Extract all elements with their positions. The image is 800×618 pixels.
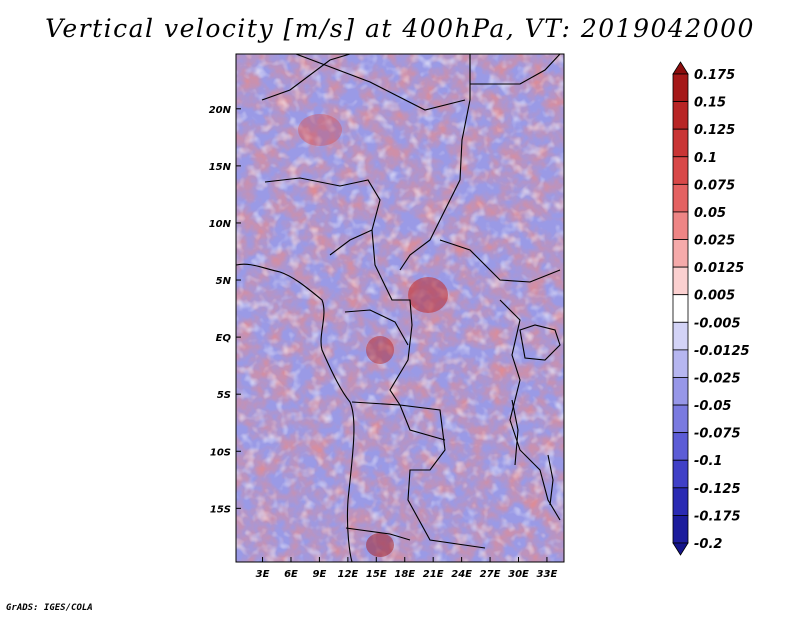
- y-tick-label: 20N: [209, 105, 232, 116]
- lake-malawi: [547, 454, 554, 506]
- colorbar-label: -0.1: [694, 454, 722, 469]
- colorbar-label: 0.0125: [694, 261, 744, 276]
- colorbar-box: [672, 321, 689, 351]
- border-congo: [344, 309, 409, 346]
- chart-title: Vertical velocity [m/s] at 400hPa, VT: 2…: [45, 14, 755, 43]
- lake-victoria: [519, 324, 561, 361]
- border-libya: [295, 54, 466, 111]
- colorbar-label: -0.005: [694, 316, 741, 331]
- colorbar-label: 0.1: [694, 151, 717, 166]
- core-sahara: [298, 114, 342, 146]
- colorbar-top-triangle: [672, 61, 689, 75]
- x-tick-label: 27E: [480, 569, 501, 580]
- colorbar-label: -0.05: [694, 399, 731, 414]
- y-tick-label: 5N: [216, 276, 232, 287]
- core-central-africa: [408, 277, 448, 313]
- y-tick-label: EQ: [216, 333, 232, 344]
- colorbar-box: [672, 349, 689, 378]
- plot-frame: [235, 53, 565, 563]
- border-algeria: [261, 54, 351, 101]
- colorbar-label: 0.005: [694, 289, 735, 304]
- colorbar-box: [672, 101, 689, 130]
- colorbar: 0.175 0.15 0.125 0.1 0.075 0.05 0.025 0.0125 0.0…: [672, 61, 750, 556]
- border-sudan: [399, 54, 471, 271]
- x-axis: 3E 6E 9E 12E 15E 18E 21E 24E 27E 30E 33E: [256, 557, 558, 580]
- y-tick-label: 5S: [217, 390, 231, 401]
- colorbar-box: [672, 239, 689, 268]
- colorbar-label: -0.175: [694, 509, 741, 524]
- plot-area: [236, 54, 564, 562]
- border-egypt: [470, 54, 561, 85]
- border-namibia: [345, 527, 411, 541]
- x-tick-label: 21E: [423, 569, 444, 580]
- colorbar-box: [672, 515, 689, 544]
- colorbar-box: [672, 73, 689, 102]
- colorbar-label: -0.2: [694, 537, 722, 552]
- border-east: [499, 299, 561, 521]
- y-tick-label: 10N: [209, 219, 232, 230]
- x-tick-label: 30E: [508, 569, 529, 580]
- colorbar-box: [672, 183, 689, 213]
- coastline-west: [236, 263, 355, 562]
- x-tick-label: 6E: [284, 569, 298, 580]
- colorbar-box: [672, 487, 689, 516]
- colorbar-box: [672, 128, 689, 158]
- colorbar-box: [672, 377, 689, 406]
- colorbar-label: -0.025: [694, 371, 741, 386]
- x-tick-label: 15E: [366, 569, 387, 580]
- grads-credit: GrADS: IGES/COLA: [6, 603, 93, 613]
- colorbar-box: [672, 266, 689, 296]
- colorbar-label: -0.0125: [694, 344, 750, 359]
- colorbar-box: [672, 459, 689, 489]
- colorbar-label: -0.075: [694, 427, 741, 442]
- y-tick-label: 15S: [210, 504, 231, 515]
- colorbar-bottom-triangle: [672, 542, 689, 556]
- border-south-sudan: [439, 239, 561, 283]
- core-congo: [366, 336, 394, 364]
- core-southwest: [366, 533, 394, 557]
- colorbar-label: 0.125: [694, 123, 735, 138]
- x-tick-label: 9E: [313, 569, 327, 580]
- x-tick-label: 12E: [337, 569, 358, 580]
- y-tick-label: 15N: [209, 162, 232, 173]
- x-tick-label: 18E: [394, 569, 415, 580]
- colorbar-label: 0.05: [694, 206, 726, 221]
- x-tick-label: 24E: [451, 569, 472, 580]
- colorbar-box: [672, 156, 689, 185]
- colorbar-label: -0.125: [694, 482, 741, 497]
- y-tick-label: 10S: [210, 447, 231, 458]
- colorbar-label: 0.075: [694, 178, 735, 193]
- colorbar-box: [672, 432, 689, 461]
- lake-tanganyika: [511, 399, 519, 466]
- border-angola: [351, 401, 446, 441]
- colorbar-box: [672, 211, 689, 240]
- x-tick-label: 3E: [256, 569, 270, 580]
- field-white-noise: [236, 54, 564, 562]
- x-tick-label: 33E: [537, 569, 558, 580]
- y-axis: 20N 15N 10N 5N EQ 5S 10S 15S: [209, 105, 241, 515]
- colorbar-box: [672, 404, 689, 434]
- map-boundaries: [236, 54, 561, 562]
- colorbar-box: [672, 294, 689, 323]
- colorbar-label: 0.175: [694, 68, 735, 83]
- colorbar-label: 0.025: [694, 234, 735, 249]
- colorbar-label: 0.15: [694, 96, 726, 111]
- border-niger: [264, 177, 381, 256]
